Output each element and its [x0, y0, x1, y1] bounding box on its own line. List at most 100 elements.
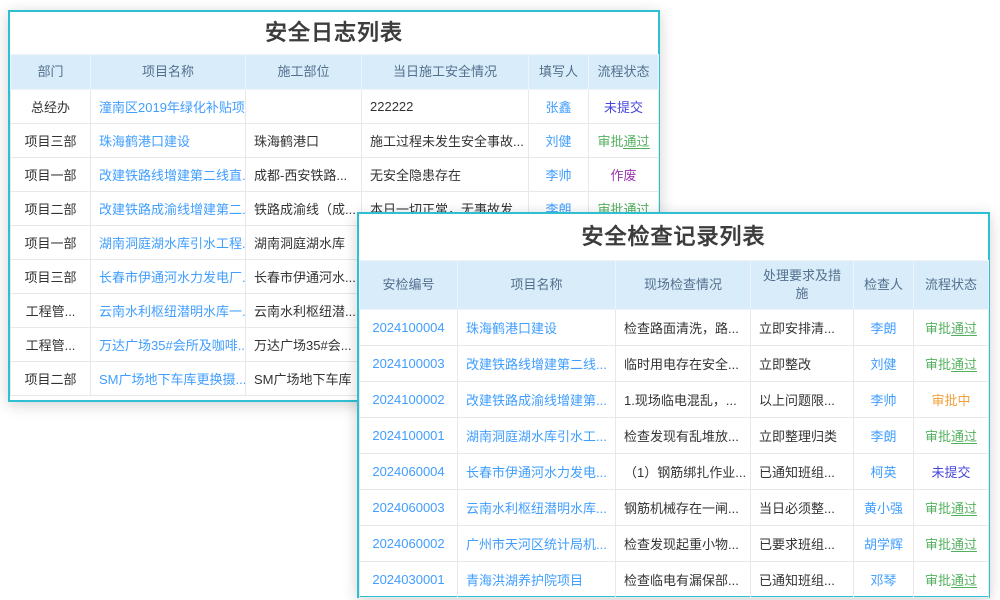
status-cell[interactable]: 审批通过 — [913, 561, 989, 598]
no-link[interactable]: 2024060003 — [359, 489, 458, 526]
cell-dept: 工程管... — [10, 327, 91, 362]
status-cell[interactable]: 未提交 — [588, 89, 659, 124]
cell-situation: 无安全隐患存在 — [361, 157, 529, 192]
status-cell[interactable]: 审批通过 — [588, 123, 659, 158]
status-cell[interactable]: 审批中 — [913, 381, 989, 418]
status-badge[interactable]: 未提交 — [603, 100, 643, 115]
table-row: 项目一部 改建铁路线增建第二线直... 成都-西安铁路... 无安全隐患存在 李帅 作废 — [10, 157, 659, 192]
status-badge[interactable]: 审批通过 — [597, 131, 650, 150]
cell-check: 检查发现有乱堆放... — [615, 417, 751, 454]
status-cell[interactable]: 审批通过 — [913, 489, 989, 526]
project-link[interactable]: 广州市天河区统计局机... — [457, 525, 616, 562]
cell-measure: 立即整理归类 — [750, 417, 854, 454]
writer-link[interactable]: 李帅 — [528, 157, 589, 192]
cell-site — [245, 89, 362, 124]
status-badge[interactable]: 审批通过 — [925, 426, 978, 445]
cell-dept: 项目三部 — [10, 259, 91, 294]
writer-link[interactable]: 张鑫 — [528, 89, 589, 124]
inspector-link[interactable]: 李帅 — [853, 381, 914, 418]
cell-measure: 已要求班组... — [750, 525, 854, 562]
project-link[interactable]: 云南水利枢纽潜明水库... — [457, 489, 616, 526]
inspector-link[interactable]: 柯英 — [853, 453, 914, 490]
no-link[interactable]: 2024100004 — [359, 309, 458, 346]
cell-measure: 当日必须整... — [750, 489, 854, 526]
no-link[interactable]: 2024100001 — [359, 417, 458, 454]
cell-check: 1.现场临电混乱，... — [615, 381, 751, 418]
project-link[interactable]: 改建铁路成渝线增建第... — [457, 381, 616, 418]
status-cell[interactable]: 审批通过 — [913, 525, 989, 562]
project-link[interactable]: 长春市伊通河水力发电... — [457, 453, 616, 490]
cell-site: 湖南洞庭湖水库 — [245, 225, 362, 260]
inspector-link[interactable]: 黄小强 — [853, 489, 914, 526]
status-badge[interactable]: 未提交 — [931, 465, 971, 480]
table-row: 2024100003 改建铁路线增建第二线... 临时用电存在安全... 立即整改 刘健… — [359, 345, 989, 382]
cell-measure: 已通知班组... — [750, 561, 854, 598]
cell-site: 成都-西安铁路... — [245, 157, 362, 192]
cell-dept: 总经办 — [10, 89, 91, 124]
project-link[interactable]: 改建铁路线增建第二线直... — [90, 157, 246, 192]
project-link[interactable]: 万达广场35#会所及咖啡... — [90, 327, 246, 362]
table-row: 2024060002 广州市天河区统计局机... 检查发现起重小物... 已要求班组.… — [359, 525, 989, 562]
project-link[interactable]: 湖南洞庭湖水库引水工... — [457, 417, 616, 454]
no-link[interactable]: 2024100003 — [359, 345, 458, 382]
cell-site: 万达广场35#会... — [245, 327, 362, 362]
cell-measure: 立即安排清... — [750, 309, 854, 346]
status-badge[interactable]: 审批通过 — [925, 318, 978, 337]
safety-log-table-card: 安全日志列表 部门 项目名称 施工部位 当日施工安全情况 填写人 流程状态 总经办 潼南区20… — [8, 10, 660, 402]
status-cell[interactable]: 审批通过 — [913, 345, 989, 382]
cell-check: 钢筋机械存在一闸... — [615, 489, 751, 526]
cell-measure: 立即整改 — [750, 345, 854, 382]
header-row: 部门 项目名称 施工部位 当日施工安全情况 填写人 流程状态 — [10, 54, 659, 90]
inspector-link[interactable]: 李朗 — [853, 417, 914, 454]
status-badge[interactable]: 审批通过 — [925, 498, 978, 517]
table-row: 2024100002 改建铁路成渝线增建第... 1.现场临电混乱，... 以上问题限… — [359, 381, 989, 418]
cell-site: SM广场地下车库 — [245, 361, 362, 396]
project-link[interactable]: 改建铁路线增建第二线... — [457, 345, 616, 382]
status-cell[interactable]: 作废 — [588, 157, 659, 192]
column-header-situation: 当日施工安全情况 — [361, 54, 529, 90]
project-link[interactable]: 改建铁路成渝线增建第二... — [90, 191, 246, 226]
inspector-link[interactable]: 刘健 — [853, 345, 914, 382]
project-link[interactable]: 湖南洞庭湖水库引水工程... — [90, 225, 246, 260]
column-header-inspector: 检查人 — [853, 260, 914, 310]
status-cell[interactable]: 未提交 — [913, 453, 989, 490]
project-link[interactable]: 长春市伊通河水力发电厂... — [90, 259, 246, 294]
inspector-link[interactable]: 邓琴 — [853, 561, 914, 598]
column-header-status: 流程状态 — [913, 260, 989, 310]
status-cell[interactable]: 审批通过 — [913, 417, 989, 454]
column-header-project: 项目名称 — [90, 54, 246, 90]
project-link[interactable]: 珠海鹤港口建设 — [457, 309, 616, 346]
inspector-link[interactable]: 胡学辉 — [853, 525, 914, 562]
cell-situation: 222222 — [361, 89, 529, 124]
status-badge[interactable]: 审批通过 — [925, 570, 978, 589]
cell-site: 铁路成渝线（成... — [245, 191, 362, 226]
column-header-writer: 填写人 — [528, 54, 589, 90]
header-row: 安检编号 项目名称 现场检查情况 处理要求及措施 检查人 流程状态 — [359, 260, 989, 310]
no-link[interactable]: 2024060002 — [359, 525, 458, 562]
project-link[interactable]: 潼南区2019年绿化补贴项... — [90, 89, 246, 124]
project-link[interactable]: 青海洪湖养护院项目 — [457, 561, 616, 598]
table-row: 2024100004 珠海鹤港口建设 检查路面清洗，路... 立即安排清... 李朗 审批… — [359, 309, 989, 346]
status-badge[interactable]: 作废 — [610, 168, 637, 183]
cell-check: 检查发现起重小物... — [615, 525, 751, 562]
safety-inspection-title: 安全检查记录列表 — [359, 214, 988, 260]
status-cell[interactable]: 审批通过 — [913, 309, 989, 346]
no-link[interactable]: 2024100002 — [359, 381, 458, 418]
no-link[interactable]: 2024060004 — [359, 453, 458, 490]
cell-measure: 已通知班组... — [750, 453, 854, 490]
writer-link[interactable]: 刘健 — [528, 123, 589, 158]
cell-check: （1）钢筋绑扎作业... — [615, 453, 751, 490]
inspector-link[interactable]: 李朗 — [853, 309, 914, 346]
status-badge[interactable]: 审批通过 — [925, 354, 978, 373]
cell-measure: 以上问题限... — [750, 381, 854, 418]
no-link[interactable]: 2024030001 — [359, 561, 458, 598]
project-link[interactable]: SM广场地下车库更换摄... — [90, 361, 246, 396]
status-badge[interactable]: 审批中 — [931, 393, 971, 408]
project-link[interactable]: 云南水利枢纽潜明水库一... — [90, 293, 246, 328]
status-badge[interactable]: 审批通过 — [925, 534, 978, 553]
safety-log-title: 安全日志列表 — [10, 12, 658, 54]
project-link[interactable]: 珠海鹤港口建设 — [90, 123, 246, 158]
table-row: 项目三部 珠海鹤港口建设 珠海鹤港口 施工过程未发生安全事故... 刘健 审批通过 — [10, 123, 659, 158]
table-row: 总经办 潼南区2019年绿化补贴项... 222222 张鑫 未提交 — [10, 89, 659, 124]
cell-site: 珠海鹤港口 — [245, 123, 362, 158]
